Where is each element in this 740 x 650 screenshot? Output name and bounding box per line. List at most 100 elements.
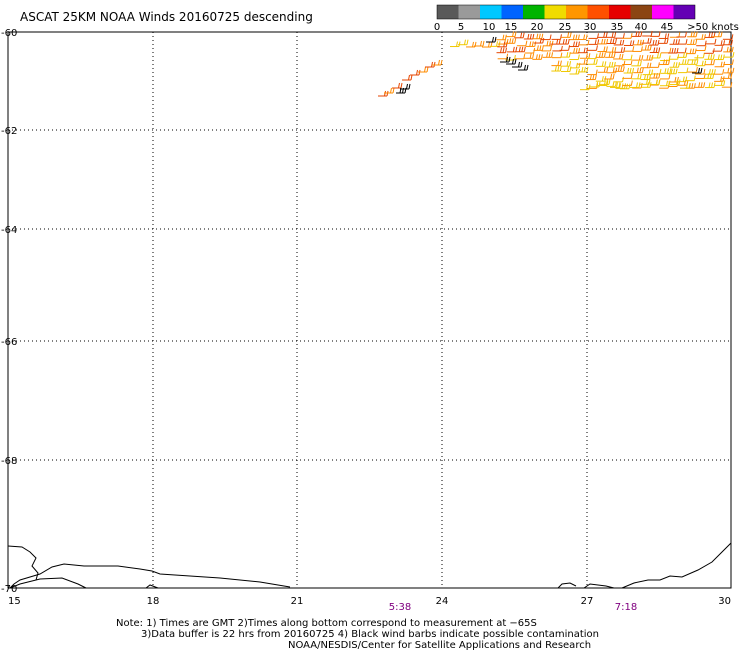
wind-barb [579, 53, 591, 59]
colorbar-swatch [673, 5, 695, 19]
wind-barb [597, 32, 608, 38]
wind-barb [640, 74, 652, 81]
wind-barb [676, 47, 687, 54]
wind-barb [400, 83, 411, 90]
wind-barb [649, 72, 661, 79]
wind-barb [577, 59, 589, 65]
wind-barb [578, 39, 590, 46]
wind-barb [694, 82, 706, 88]
wind-barb [532, 33, 544, 40]
wind-barb [692, 67, 703, 74]
wind-barb [668, 54, 680, 60]
wind-barb [384, 87, 395, 94]
wind-barb [668, 81, 679, 88]
wind-barb [580, 84, 591, 91]
wind-barb [649, 62, 660, 68]
wind-barb [676, 31, 687, 38]
wind-barb [705, 38, 717, 45]
wind-barb [677, 39, 688, 45]
note-line-2: 3)Data buffer is 22 hrs from 20160725 4)… [141, 629, 599, 640]
wind-barb [597, 67, 609, 73]
wind-barb [588, 39, 600, 45]
wind-barb [622, 73, 633, 79]
wind-barb [551, 65, 562, 72]
wind-barb [606, 38, 617, 44]
wind-barb [695, 34, 706, 40]
colorbar-swatch [480, 5, 502, 19]
y-tick-label: -64 [1, 225, 17, 236]
wind-barb [560, 66, 572, 72]
wind-barb [642, 30, 653, 37]
wind-barb [680, 83, 691, 89]
y-tick-label: -66 [1, 337, 17, 348]
wind-barb [649, 39, 660, 46]
colorbar-swatch [458, 5, 480, 19]
wind-barb [605, 47, 617, 53]
wind-barb [450, 41, 461, 48]
wind-barb [723, 52, 735, 58]
wind-barb [569, 41, 580, 48]
wind-barb [668, 47, 679, 54]
wind-barb [622, 54, 633, 61]
wind-barb [496, 34, 507, 41]
wind-barb [587, 59, 598, 65]
wind-barb [559, 45, 571, 51]
wind-barb [569, 54, 580, 61]
wind-barb [515, 46, 526, 53]
wind-barb [610, 82, 621, 88]
wind-barb [631, 31, 643, 37]
colorbar-swatch [437, 5, 459, 19]
x-tick-label: 24 [436, 596, 449, 607]
wind-barb [597, 46, 608, 53]
wind-barb [523, 53, 535, 59]
wind-barb [686, 48, 697, 55]
wind-barb [704, 59, 716, 66]
wind-barb [632, 55, 644, 61]
wind-barb [632, 46, 643, 52]
wind-barb [660, 55, 671, 62]
wind-barb [667, 68, 678, 75]
wind-barb [713, 69, 725, 75]
wind-barb [595, 61, 607, 67]
colorbar-swatch [544, 5, 566, 19]
wind-barb [650, 52, 662, 59]
wind-barb [500, 56, 511, 63]
wind-barb [600, 79, 611, 85]
wind-barb [577, 47, 589, 54]
wind-barb [551, 60, 562, 67]
colorbar-label: 10 [483, 22, 496, 33]
wind-barb [525, 41, 537, 47]
wind-barb [577, 34, 588, 41]
colorbar-label: 45 [661, 22, 674, 33]
x-tick-label: 27 [581, 596, 594, 607]
x-tick-label: 18 [147, 596, 160, 607]
wind-barbs [378, 30, 735, 97]
wind-barb [721, 82, 733, 88]
wind-barb [605, 61, 616, 68]
wind-barb [722, 34, 734, 40]
colorbar-swatch [652, 5, 674, 19]
wind-barb [650, 79, 661, 85]
colorbar: 0 5 10 15 20 25 30 35 40 45 >50 knots [434, 4, 739, 33]
colorbar-swatch [609, 5, 631, 19]
wind-barb [659, 59, 671, 66]
wind-barb [723, 67, 735, 74]
wind-barb [670, 79, 681, 86]
wind-barb [402, 74, 413, 81]
wind-barb [623, 67, 635, 74]
wind-barb [620, 83, 631, 90]
wind-barb [533, 45, 544, 51]
wind-barb [694, 68, 706, 75]
wind-barb [694, 52, 705, 59]
wind-barb [704, 54, 715, 60]
wind-barb [577, 66, 589, 73]
wind-barb [605, 32, 617, 38]
wind-barb [722, 39, 733, 46]
wind-barb [432, 59, 443, 66]
colorbar-label: 30 [584, 22, 597, 33]
wind-barb [640, 79, 651, 85]
wind-barb [613, 39, 625, 46]
wind-barb [641, 38, 652, 44]
colorbar-swatch [523, 5, 545, 19]
